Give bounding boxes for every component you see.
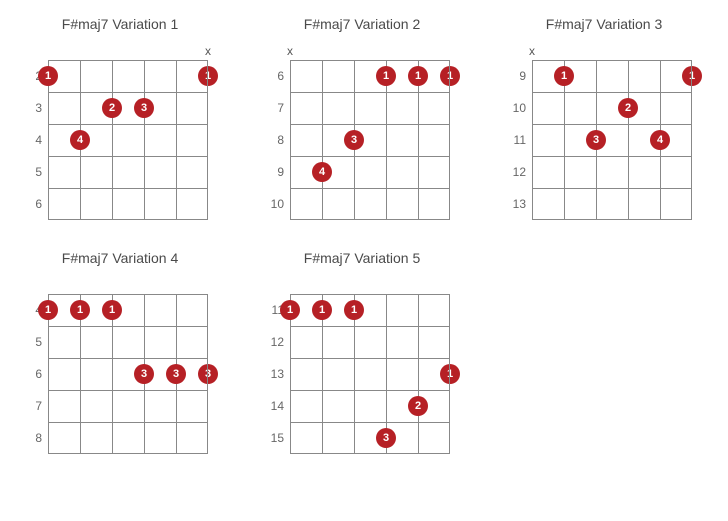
finger-dot: 3: [166, 364, 186, 384]
chord-diagram: F#maj7 Variation 3910111213x11234: [504, 16, 704, 220]
mute-row: x: [290, 46, 450, 60]
finger-dot: 1: [38, 300, 58, 320]
board-column: 111123: [290, 280, 450, 454]
fret-number-label: 5: [20, 156, 42, 188]
board-row: 1112131415111123: [262, 280, 462, 454]
finger-dot: 1: [38, 66, 58, 86]
mute-row: [48, 280, 208, 294]
fret-number-label: 4: [20, 124, 42, 156]
board-column: x11134: [290, 46, 450, 220]
finger-dot: 4: [650, 130, 670, 150]
chord-diagram: F#maj7 Variation 51112131415111123: [262, 250, 462, 454]
finger-dot: 4: [312, 162, 332, 182]
finger-dot: 1: [198, 66, 218, 86]
diagrams-container: F#maj7 Variation 123456x11234F#maj7 Vari…: [20, 16, 708, 454]
finger-dot: 3: [586, 130, 606, 150]
fret-number-label: 7: [20, 390, 42, 422]
chord-diagram: F#maj7 Variation 445678111333: [20, 250, 220, 454]
finger-dot: 3: [376, 428, 396, 448]
fret-number-label: 6: [20, 188, 42, 220]
fret-number-label: 6: [20, 358, 42, 390]
fret-number-label: 7: [262, 92, 284, 124]
fret-labels: 910111213: [504, 46, 532, 220]
board-column: 111333: [48, 280, 208, 454]
fret-number-label: 3: [20, 92, 42, 124]
fret-number-label: 9: [262, 156, 284, 188]
finger-dot: 1: [70, 300, 90, 320]
finger-dot: 1: [280, 300, 300, 320]
finger-dot: 2: [408, 396, 428, 416]
mute-marker: x: [205, 44, 211, 58]
diagram-title: F#maj7 Variation 2: [262, 16, 462, 32]
fretboard: 111123: [290, 294, 450, 454]
finger-dot: 1: [102, 300, 122, 320]
finger-dot: 3: [198, 364, 218, 384]
fret-number-label: 9: [504, 60, 526, 92]
finger-dot: 1: [376, 66, 396, 86]
finger-dot: 1: [312, 300, 332, 320]
fret-number-label: 13: [504, 188, 526, 220]
chord-diagram: F#maj7 Variation 123456x11234: [20, 16, 220, 220]
mute-marker: x: [287, 44, 293, 58]
finger-dot: 3: [134, 98, 154, 118]
fret-labels: 678910: [262, 46, 290, 220]
finger-dot: 3: [134, 364, 154, 384]
mute-marker: x: [529, 44, 535, 58]
mute-row: x: [532, 46, 692, 60]
mute-row: [290, 280, 450, 294]
board-row: 23456x11234: [20, 46, 220, 220]
finger-dot: 1: [682, 66, 702, 86]
finger-dot: 2: [618, 98, 638, 118]
chord-diagram: F#maj7 Variation 2678910x11134: [262, 16, 462, 220]
finger-dot: 1: [554, 66, 574, 86]
diagram-title: F#maj7 Variation 4: [20, 250, 220, 266]
board-column: x11234: [48, 46, 208, 220]
fret-number-label: 10: [262, 188, 284, 220]
fret-number-label: 8: [262, 124, 284, 156]
fret-number-label: 12: [262, 326, 284, 358]
finger-dot: 3: [344, 130, 364, 150]
fret-number-label: 14: [262, 390, 284, 422]
finger-dot: 1: [344, 300, 364, 320]
finger-dot: 4: [70, 130, 90, 150]
finger-dot: 1: [440, 364, 460, 384]
fret-number-label: 13: [262, 358, 284, 390]
board-row: 910111213x11234: [504, 46, 704, 220]
finger-dot: 1: [408, 66, 428, 86]
mute-row: x: [48, 46, 208, 60]
board-column: x11234: [532, 46, 692, 220]
fretboard: 111333: [48, 294, 208, 454]
fret-number-label: 15: [262, 422, 284, 454]
board-row: 45678111333: [20, 280, 220, 454]
board-row: 678910x11134: [262, 46, 462, 220]
fret-number-label: 5: [20, 326, 42, 358]
fretboard: 11234: [48, 60, 208, 220]
fret-number-label: 11: [504, 124, 526, 156]
diagram-title: F#maj7 Variation 5: [262, 250, 462, 266]
diagram-title: F#maj7 Variation 3: [504, 16, 704, 32]
fretboard: 11234: [532, 60, 692, 220]
fret-number-label: 8: [20, 422, 42, 454]
fret-number-label: 12: [504, 156, 526, 188]
fret-number-label: 10: [504, 92, 526, 124]
finger-dot: 1: [440, 66, 460, 86]
fretboard: 11134: [290, 60, 450, 220]
fret-number-label: 6: [262, 60, 284, 92]
diagram-title: F#maj7 Variation 1: [20, 16, 220, 32]
finger-dot: 2: [102, 98, 122, 118]
